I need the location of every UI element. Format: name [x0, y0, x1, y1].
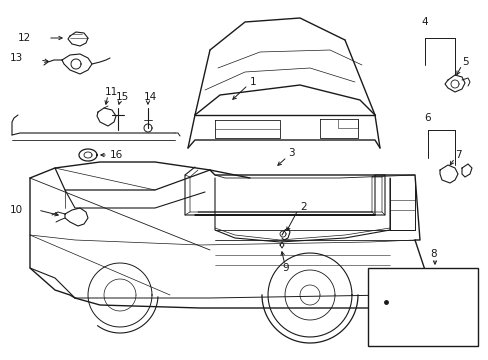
Text: 8: 8: [429, 249, 436, 259]
Text: 5: 5: [461, 57, 468, 67]
Text: 13: 13: [10, 53, 23, 63]
Text: 11: 11: [105, 87, 118, 97]
Bar: [367, 268, 477, 346]
Text: 10: 10: [10, 205, 23, 215]
Text: 16: 16: [110, 150, 123, 160]
Text: 12: 12: [18, 33, 31, 43]
Text: 3: 3: [287, 148, 294, 158]
Text: 4: 4: [421, 17, 427, 27]
Text: 6: 6: [424, 113, 430, 123]
Text: 14: 14: [143, 92, 157, 102]
Text: 7: 7: [454, 150, 461, 160]
Text: 15: 15: [116, 92, 129, 102]
Text: 9: 9: [282, 263, 288, 273]
Text: 1: 1: [249, 77, 256, 87]
Text: 2: 2: [299, 202, 306, 212]
